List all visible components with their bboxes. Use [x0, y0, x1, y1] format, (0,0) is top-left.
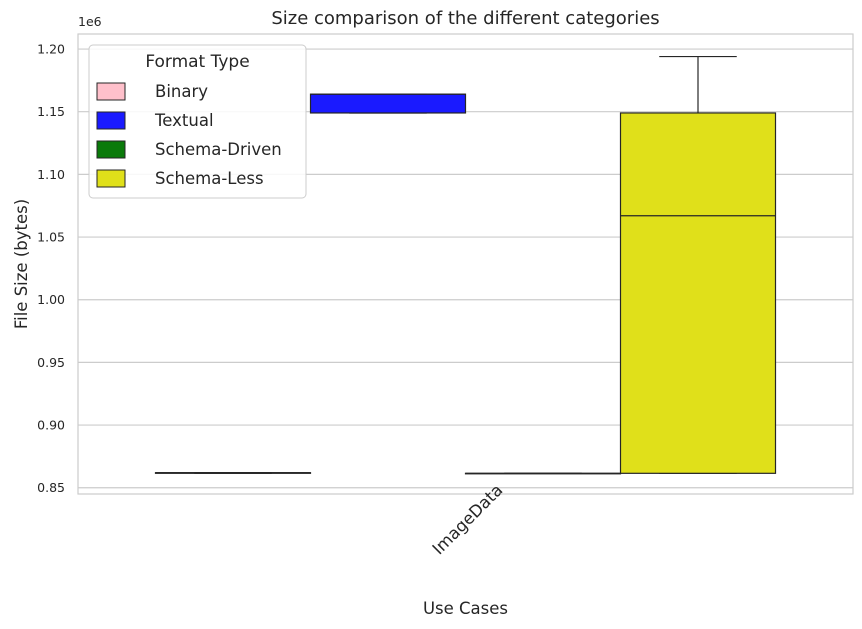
chart-title: Size comparison of the different categor… — [271, 8, 659, 29]
y-tick-label: 0.95 — [37, 355, 65, 370]
y-tick-label: 0.85 — [37, 480, 65, 495]
y-tick-label: 0.90 — [37, 418, 65, 433]
legend-swatch — [96, 82, 126, 101]
y-tick-label: 1.10 — [37, 167, 65, 182]
x-tick-label: ImageData — [429, 481, 507, 559]
legend-label: Binary — [155, 82, 208, 101]
legend-entries: Binary Textual Schema-Driven Schema-Less — [96, 82, 282, 188]
legend-label: Schema-Less — [155, 169, 264, 188]
y-offset-label: 1e6 — [78, 14, 102, 29]
y-axis-label: File Size (bytes) — [12, 199, 31, 329]
legend-swatch — [96, 169, 126, 188]
legend-title: Format Type — [145, 52, 249, 72]
box-body — [619, 112, 777, 474]
box-schema-driven — [464, 472, 622, 475]
y-tick-label: 1.05 — [37, 230, 65, 245]
y-tick-label: 1.20 — [37, 42, 65, 57]
x-axis-ticks: ImageData — [429, 481, 507, 559]
x-axis-label: Use Cases — [423, 599, 508, 618]
box-schema-less — [619, 55, 777, 474]
legend-label: Textual — [154, 111, 214, 130]
box-binary — [154, 472, 312, 474]
plot-frame — [77, 33, 854, 495]
box-body — [309, 93, 467, 114]
y-axis-ticks: 0.85 0.90 0.95 1.00 1.05 1.10 1.15 1.20 — [37, 42, 65, 496]
box-textual — [309, 93, 467, 114]
legend-swatch — [96, 140, 126, 159]
legend: Format Type Binary Textual Schema-Driven Sc… — [88, 44, 307, 199]
legend-label: Schema-Driven — [155, 140, 282, 159]
y-tick-label: 1.00 — [37, 292, 65, 307]
legend-frame — [88, 44, 307, 199]
y-tick-label: 1.15 — [37, 104, 65, 119]
legend-swatch — [96, 111, 126, 130]
box-series — [154, 55, 777, 475]
